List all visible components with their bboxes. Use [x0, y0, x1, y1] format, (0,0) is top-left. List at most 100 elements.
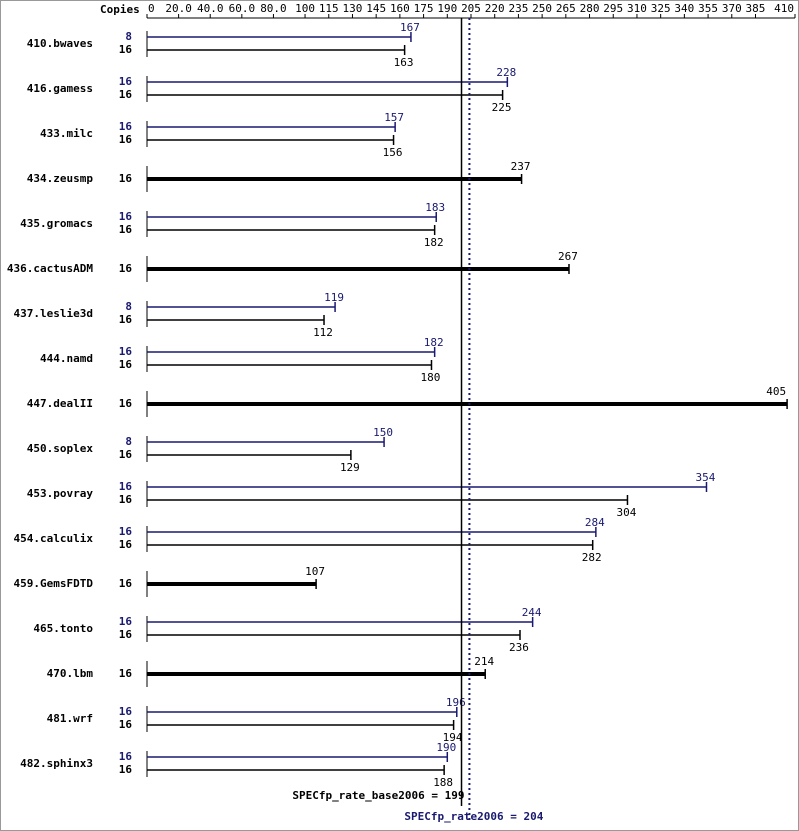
- x-tick-label: 410: [774, 2, 794, 15]
- value-label: 267: [558, 250, 578, 263]
- value-label: 236: [509, 641, 529, 654]
- value-label: 163: [394, 56, 414, 69]
- reference-label: SPECfp_rate2006 = 204: [404, 810, 543, 823]
- copies-label: 16: [119, 493, 133, 506]
- x-tick-label: 115: [319, 2, 339, 15]
- x-tick-label: 0: [148, 2, 155, 15]
- x-tick-label: 355: [698, 2, 718, 15]
- copies-label: 16: [119, 345, 133, 358]
- category-label: 416.gamess: [27, 82, 93, 95]
- x-tick-label: 340: [674, 2, 694, 15]
- copies-label: 16: [119, 705, 133, 718]
- value-label: 304: [617, 506, 637, 519]
- category-label: 454.calculix: [14, 532, 94, 545]
- x-tick-label: 190: [437, 2, 457, 15]
- category-label: 459.GemsFDTD: [14, 577, 94, 590]
- x-tick-label: 280: [580, 2, 600, 15]
- copies-label: 16: [119, 133, 133, 146]
- category-label: 444.namd: [40, 352, 93, 365]
- copies-label: 16: [119, 750, 133, 763]
- copies-label: 16: [119, 358, 133, 371]
- value-label: 284: [585, 516, 605, 529]
- x-tick-label: 295: [603, 2, 623, 15]
- copies-label: 16: [119, 172, 133, 185]
- category-label: 437.leslie3d: [14, 307, 93, 320]
- copies-label: 16: [119, 88, 133, 101]
- copies-label: 16: [119, 75, 133, 88]
- copies-label: 16: [119, 210, 133, 223]
- x-tick-label: 145: [366, 2, 386, 15]
- copies-label: 16: [119, 223, 133, 236]
- x-tick-label: 175: [414, 2, 434, 15]
- category-label: 470.lbm: [47, 667, 94, 680]
- x-tick-label: 100: [295, 2, 315, 15]
- value-label: 129: [340, 461, 360, 474]
- value-label: 119: [324, 291, 344, 304]
- copies-label: 16: [119, 448, 133, 461]
- x-tick-label: 265: [556, 2, 576, 15]
- x-tick-label: 80.0: [260, 2, 287, 15]
- copies-label: 16: [119, 43, 133, 56]
- copies-label: 8: [125, 30, 132, 43]
- copies-label: 8: [125, 300, 132, 313]
- value-label: 354: [696, 471, 716, 484]
- category-label: 433.milc: [40, 127, 93, 140]
- category-label: 447.dealII: [27, 397, 93, 410]
- copies-label: 16: [119, 525, 133, 538]
- x-tick-label: 60.0: [229, 2, 256, 15]
- copies-label: 16: [119, 313, 133, 326]
- copies-label: 16: [119, 120, 133, 133]
- value-label: 237: [511, 160, 531, 173]
- category-label: 436.cactusADM: [7, 262, 93, 275]
- copies-label: 16: [119, 615, 133, 628]
- copies-label: 16: [119, 397, 133, 410]
- value-label: 225: [492, 101, 512, 114]
- copies-label: 16: [119, 262, 133, 275]
- copies-label: 16: [119, 667, 133, 680]
- x-tick-label: 310: [627, 2, 647, 15]
- value-label: 107: [305, 565, 325, 578]
- copies-label: 16: [119, 628, 133, 641]
- category-label: 481.wrf: [47, 712, 93, 725]
- value-label: 244: [522, 606, 542, 619]
- category-label: 450.soplex: [27, 442, 94, 455]
- x-tick-label: 325: [651, 2, 671, 15]
- value-label: 150: [373, 426, 393, 439]
- value-label: 405: [766, 385, 786, 398]
- copies-label: 16: [119, 577, 133, 590]
- copies-label: 16: [119, 480, 133, 493]
- value-label: 188: [433, 776, 453, 789]
- copies-label: 16: [119, 538, 133, 551]
- category-label: 453.povray: [27, 487, 94, 500]
- value-label: 182: [424, 236, 444, 249]
- value-label: 194: [443, 731, 463, 744]
- category-label: 434.zeusmp: [27, 172, 94, 185]
- value-label: 182: [424, 336, 444, 349]
- x-tick-label: 160: [390, 2, 410, 15]
- copies-label: 16: [119, 718, 133, 731]
- x-tick-label: 370: [722, 2, 742, 15]
- category-label: 435.gromacs: [20, 217, 93, 230]
- value-label: 112: [313, 326, 333, 339]
- category-label: 465.tonto: [33, 622, 93, 635]
- value-label: 190: [436, 741, 456, 754]
- value-label: 228: [496, 66, 516, 79]
- reference-label: SPECfp_rate_base2006 = 199: [292, 789, 464, 802]
- value-label: 282: [582, 551, 602, 564]
- value-label: 183: [425, 201, 445, 214]
- value-label: 214: [474, 655, 494, 668]
- category-label: 482.sphinx3: [20, 757, 93, 770]
- axis-label: Copies: [100, 3, 140, 16]
- value-label: 167: [400, 21, 420, 34]
- x-tick-label: 250: [532, 2, 552, 15]
- value-label: 156: [383, 146, 403, 159]
- value-label: 157: [384, 111, 404, 124]
- x-tick-label: 130: [343, 2, 363, 15]
- x-tick-label: 235: [508, 2, 528, 15]
- value-label: 180: [421, 371, 441, 384]
- x-tick-label: 40.0: [197, 2, 224, 15]
- x-tick-label: 220: [485, 2, 505, 15]
- x-tick-label: 385: [746, 2, 766, 15]
